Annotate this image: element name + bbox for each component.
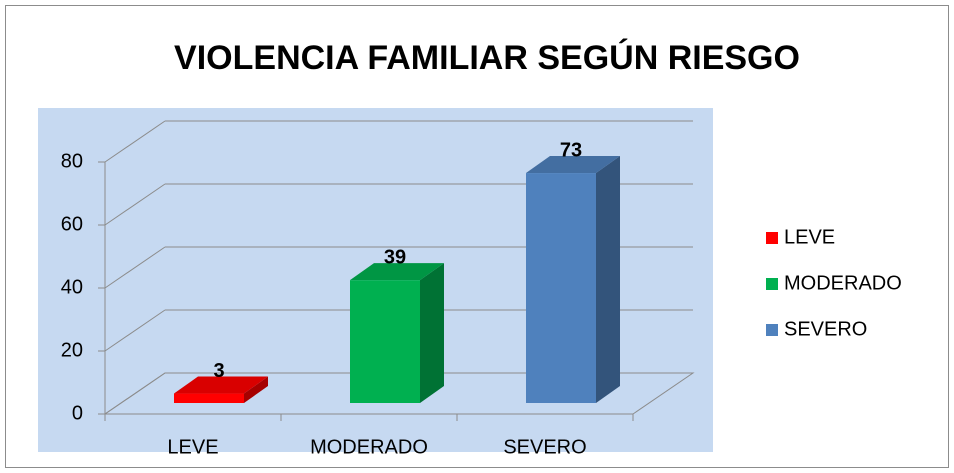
y-tick-label: 80 [61, 150, 83, 172]
legend-swatch [766, 324, 778, 336]
legend-label: MODERADO [784, 272, 902, 294]
bar-top [526, 156, 620, 174]
bar [174, 393, 244, 403]
bar-side [420, 263, 444, 403]
x-tick-label: SEVERO [503, 436, 586, 458]
x-tick-label: MODERADO [310, 436, 428, 458]
bar-top [350, 263, 444, 281]
y-tick-label: 20 [61, 339, 83, 361]
legend-swatch [766, 232, 778, 244]
grid-line-side [104, 183, 166, 226]
bar-side [596, 156, 620, 403]
bar-top [174, 376, 268, 394]
bar-side [244, 376, 268, 403]
y-tick-label: 40 [61, 276, 83, 298]
legend-label: LEVE [784, 226, 835, 248]
y-tick-label: 0 [72, 402, 83, 424]
value-label: 39 [384, 246, 406, 268]
bar [350, 280, 420, 403]
grid-line-side [104, 120, 166, 163]
grid-line-side [104, 372, 166, 415]
chart-title: VIOLENCIA FAMILIAR SEGÚN RIESGO [174, 39, 800, 77]
x-tick-label: LEVE [167, 436, 218, 458]
bar [526, 173, 596, 403]
value-label: 3 [213, 360, 224, 382]
y-tick-label: 60 [61, 213, 83, 235]
grid-line-side [104, 246, 166, 289]
grid-line-side [104, 309, 166, 352]
legend-swatch [766, 278, 778, 290]
legend-label: SEVERO [784, 318, 867, 340]
value-label: 73 [560, 139, 582, 161]
